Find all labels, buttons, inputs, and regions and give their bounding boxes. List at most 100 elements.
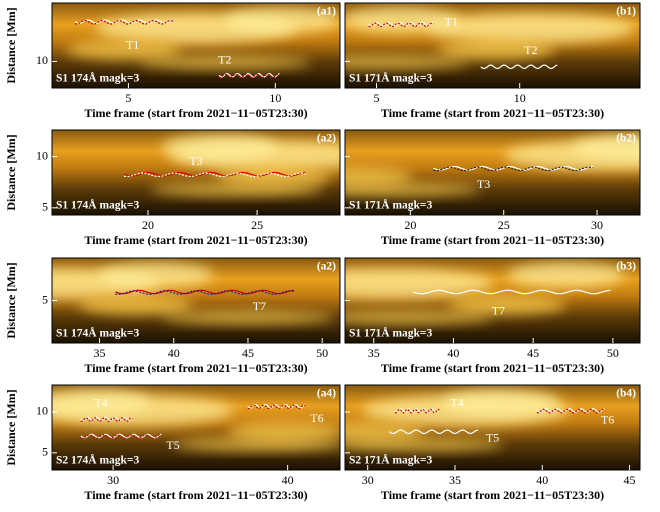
- track-label: T4: [450, 395, 463, 409]
- panel: T3 (a2) S1 174Å magk=320 25 5 10 Time frame (s…: [4, 129, 341, 247]
- brightness: [345, 310, 493, 325]
- y-tick-label: 10: [36, 148, 48, 162]
- track-line: [480, 64, 558, 70]
- panel-label: (a2): [317, 133, 336, 145]
- track-label: T7: [253, 299, 266, 313]
- image: [345, 130, 640, 215]
- brightness: [224, 7, 340, 33]
- x-axis-label: Time frame (start from 2021−11−05T23:30): [84, 488, 307, 502]
- x-tick-label: 20: [404, 218, 416, 232]
- track-line: [218, 72, 280, 78]
- brightness: [345, 166, 413, 187]
- track-line: [74, 19, 174, 25]
- brightness: [442, 389, 561, 415]
- track-line: [115, 290, 294, 295]
- caption: S1 174Å magk=3: [56, 71, 139, 85]
- x-axis-label: Time frame (start from 2021−11−05T23:30): [381, 233, 604, 247]
- track-line: [74, 19, 174, 25]
- x-tick-label: 10: [514, 91, 526, 105]
- brightness: [345, 55, 469, 70]
- y-axis-label: Distance [Mm]: [4, 262, 18, 338]
- brightness: [436, 39, 555, 60]
- panel-label: (b2): [616, 133, 636, 145]
- x-tick-label: 45: [242, 346, 254, 360]
- frame: [344, 129, 641, 216]
- track-label: T7: [492, 303, 505, 317]
- x-tick-label: 25: [498, 218, 510, 232]
- brightness: [345, 182, 481, 197]
- caption: S1 171Å magk=3: [349, 326, 432, 340]
- x-tick-label: 50: [607, 346, 619, 360]
- brightness: [345, 7, 461, 33]
- track-line: [123, 171, 306, 177]
- brightness: [448, 294, 567, 315]
- track-label: T5: [166, 438, 179, 452]
- image: [52, 3, 340, 88]
- brightness: [161, 134, 277, 160]
- track-line: [412, 289, 611, 295]
- image: [52, 130, 340, 215]
- track-line: [115, 289, 295, 295]
- track-label: T5: [486, 430, 499, 444]
- x-tick-label: 35: [449, 473, 461, 487]
- brightness: [427, 13, 635, 44]
- x-tick-label: 50: [316, 346, 328, 360]
- panel: T4 T5 T6(b4) S2 171Å magk=3 30 35 40 45 Time fra…: [344, 384, 641, 502]
- brightness: [161, 310, 335, 325]
- track-line: [218, 73, 280, 79]
- y-tick-label: 10: [36, 53, 48, 67]
- brightness: [98, 262, 214, 288]
- track-line: [247, 403, 306, 409]
- brightness: [149, 182, 323, 197]
- y-tick-label: 10: [36, 404, 48, 418]
- track-line: [394, 407, 440, 413]
- x-tick-label: 40: [536, 473, 548, 487]
- x-tick-label: 40: [168, 346, 180, 360]
- x-tick-label: 30: [107, 473, 119, 487]
- track-line: [536, 408, 605, 414]
- track-line: [536, 408, 605, 413]
- x-tick-label: 10: [269, 91, 281, 105]
- x-tick-label: 35: [368, 346, 380, 360]
- image: [345, 3, 640, 88]
- brightness: [345, 421, 425, 442]
- brightness: [52, 389, 150, 415]
- x-tick-label: 5: [125, 91, 131, 105]
- x-tick-label: 30: [591, 218, 603, 232]
- x-tick-label: 40: [282, 473, 294, 487]
- image: [345, 385, 640, 470]
- y-axis-label: Distance [Mm]: [4, 7, 18, 83]
- brightness: [77, 294, 194, 315]
- y-axis-label: Distance [Mm]: [4, 389, 18, 465]
- x-tick-label: 30: [362, 473, 374, 487]
- panel-label: (a2): [317, 261, 336, 273]
- x-tick-label: 35: [94, 346, 106, 360]
- y-axis-label: Distance [Mm]: [4, 134, 18, 210]
- track-label: T6: [310, 411, 323, 425]
- panel-label: (a1): [317, 6, 336, 18]
- y-tick-label: 5: [42, 445, 48, 459]
- track-label: T3: [189, 154, 202, 168]
- caption: S2 174Å magk=3: [56, 453, 139, 467]
- panel: T4 T5 T6 (a4) S2 174Å magk=3 30 40 5 10 Time fram…: [4, 384, 341, 502]
- image: [52, 258, 340, 343]
- track-line: [388, 429, 478, 435]
- brightness: [66, 39, 182, 60]
- brightness: [507, 262, 626, 288]
- frame: [51, 129, 341, 216]
- image: [52, 385, 340, 470]
- x-axis-label: Time frame (start from 2021−11−05T23:30): [84, 106, 307, 120]
- track-line: [368, 21, 434, 27]
- track-line: [368, 22, 434, 28]
- track-label: T3: [477, 177, 490, 191]
- y-tick-label: 5: [42, 200, 48, 214]
- x-axis-label: Time frame (start from 2021−11−05T23:30): [381, 361, 604, 375]
- brightness: [138, 55, 312, 70]
- y-tick-label: 5: [42, 292, 48, 306]
- x-tick-label: 25: [251, 218, 263, 232]
- x-tick-label: 45: [624, 473, 636, 487]
